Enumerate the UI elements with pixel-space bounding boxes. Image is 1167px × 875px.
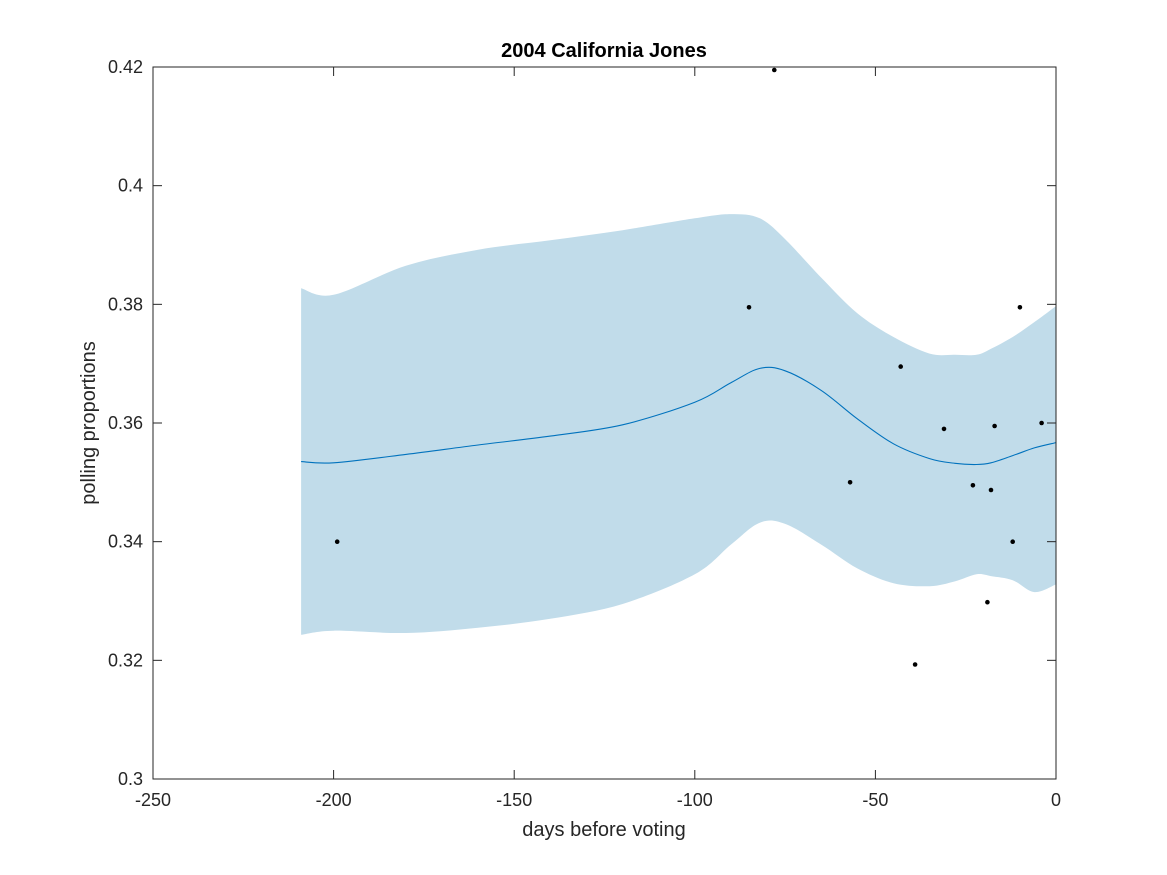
y-tick-label: 0.36: [108, 413, 143, 433]
data-point: [992, 423, 997, 429]
x-tick-label: -150: [496, 790, 532, 810]
x-tick-label: -50: [862, 790, 888, 810]
data-points-layer: [334, 67, 1044, 667]
data-point: [1017, 305, 1023, 310]
data-point: [941, 426, 947, 432]
data-point: [988, 487, 994, 493]
data-point: [1010, 539, 1015, 544]
y-tick-label: 0.4: [118, 176, 143, 196]
y-tick-label: 0.38: [108, 294, 143, 314]
data-point: [847, 480, 853, 485]
chart-title: 2004 California Jones: [501, 40, 707, 62]
y-tick-label: 0.34: [108, 532, 143, 552]
y-axis-label: polling proportions: [78, 341, 100, 504]
data-point: [970, 483, 976, 488]
x-tick-label: 0: [1051, 790, 1061, 810]
x-tick-label: -250: [135, 790, 171, 810]
y-tick-label: 0.42: [108, 57, 143, 77]
data-point: [912, 662, 918, 667]
mean-line: [301, 366, 1057, 466]
mean-line-layer: [301, 366, 1057, 466]
x-axis-label: days before voting: [522, 819, 685, 841]
x-tick-label: -200: [316, 790, 352, 810]
tick-layer: -250 -200 -150 -100 -50 0 0.3 0.32 0.34 0.36 0.38 0…: [108, 57, 1061, 810]
x-tick-label: -100: [677, 790, 713, 810]
data-point: [746, 305, 752, 310]
y-tick-label: 0.3: [118, 769, 143, 789]
confidence-band-layer: [301, 214, 1057, 635]
confidence-band: [301, 214, 1057, 635]
y-tick-label: 0.32: [108, 650, 143, 670]
data-point: [334, 539, 340, 544]
data-point: [1039, 420, 1044, 426]
data-point: [985, 599, 990, 605]
data-point: [772, 67, 777, 73]
data-point: [898, 364, 903, 369]
